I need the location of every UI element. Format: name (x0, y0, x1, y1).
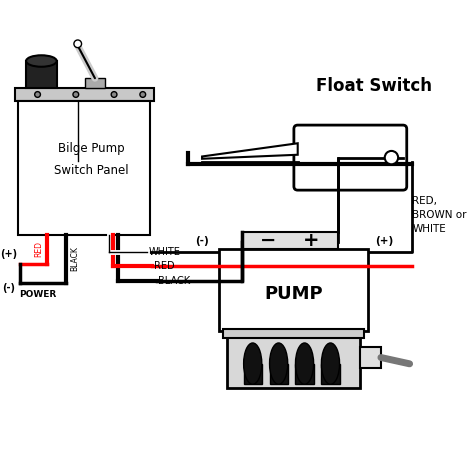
Bar (270, 364, 288, 384)
Polygon shape (202, 143, 298, 159)
Text: Bilge Pump: Bilge Pump (58, 142, 124, 155)
FancyBboxPatch shape (294, 125, 407, 190)
Ellipse shape (270, 343, 288, 384)
Bar (85, 78, 104, 88)
Ellipse shape (321, 343, 339, 384)
Circle shape (111, 91, 117, 97)
Text: (-): (-) (2, 283, 15, 292)
Ellipse shape (244, 343, 262, 384)
Bar (18, 101, 150, 235)
Circle shape (73, 91, 79, 97)
Text: BLACK: BLACK (70, 246, 79, 272)
Circle shape (35, 91, 40, 97)
Text: −: − (260, 231, 277, 250)
Bar (15, 88, 154, 101)
Ellipse shape (26, 55, 57, 67)
Text: POWER: POWER (19, 290, 56, 299)
Text: BLACK: BLACK (158, 276, 191, 286)
Bar (227, 331, 360, 388)
Text: RED: RED (154, 261, 174, 271)
Text: RED,: RED, (412, 196, 438, 206)
Circle shape (74, 40, 82, 47)
Text: Float Switch: Float Switch (316, 77, 432, 95)
Bar (360, 347, 381, 368)
Circle shape (140, 91, 146, 97)
Text: RED: RED (34, 241, 43, 257)
Text: Switch Panel: Switch Panel (54, 164, 128, 177)
Text: PUMP: PUMP (264, 285, 323, 303)
Bar (219, 249, 367, 331)
Text: WHITE: WHITE (149, 247, 181, 257)
Text: WHITE: WHITE (412, 224, 446, 234)
Text: (+): (+) (0, 249, 18, 259)
Ellipse shape (295, 343, 314, 384)
Bar (244, 364, 262, 384)
Text: (+): (+) (375, 236, 394, 246)
Bar (242, 232, 338, 249)
Text: BROWN or: BROWN or (412, 210, 467, 220)
Bar (26, 61, 57, 88)
Circle shape (385, 151, 398, 164)
Bar (321, 364, 339, 384)
Bar (295, 364, 314, 384)
Text: (-): (-) (195, 236, 209, 246)
Bar (223, 329, 364, 338)
Text: +: + (303, 231, 319, 250)
